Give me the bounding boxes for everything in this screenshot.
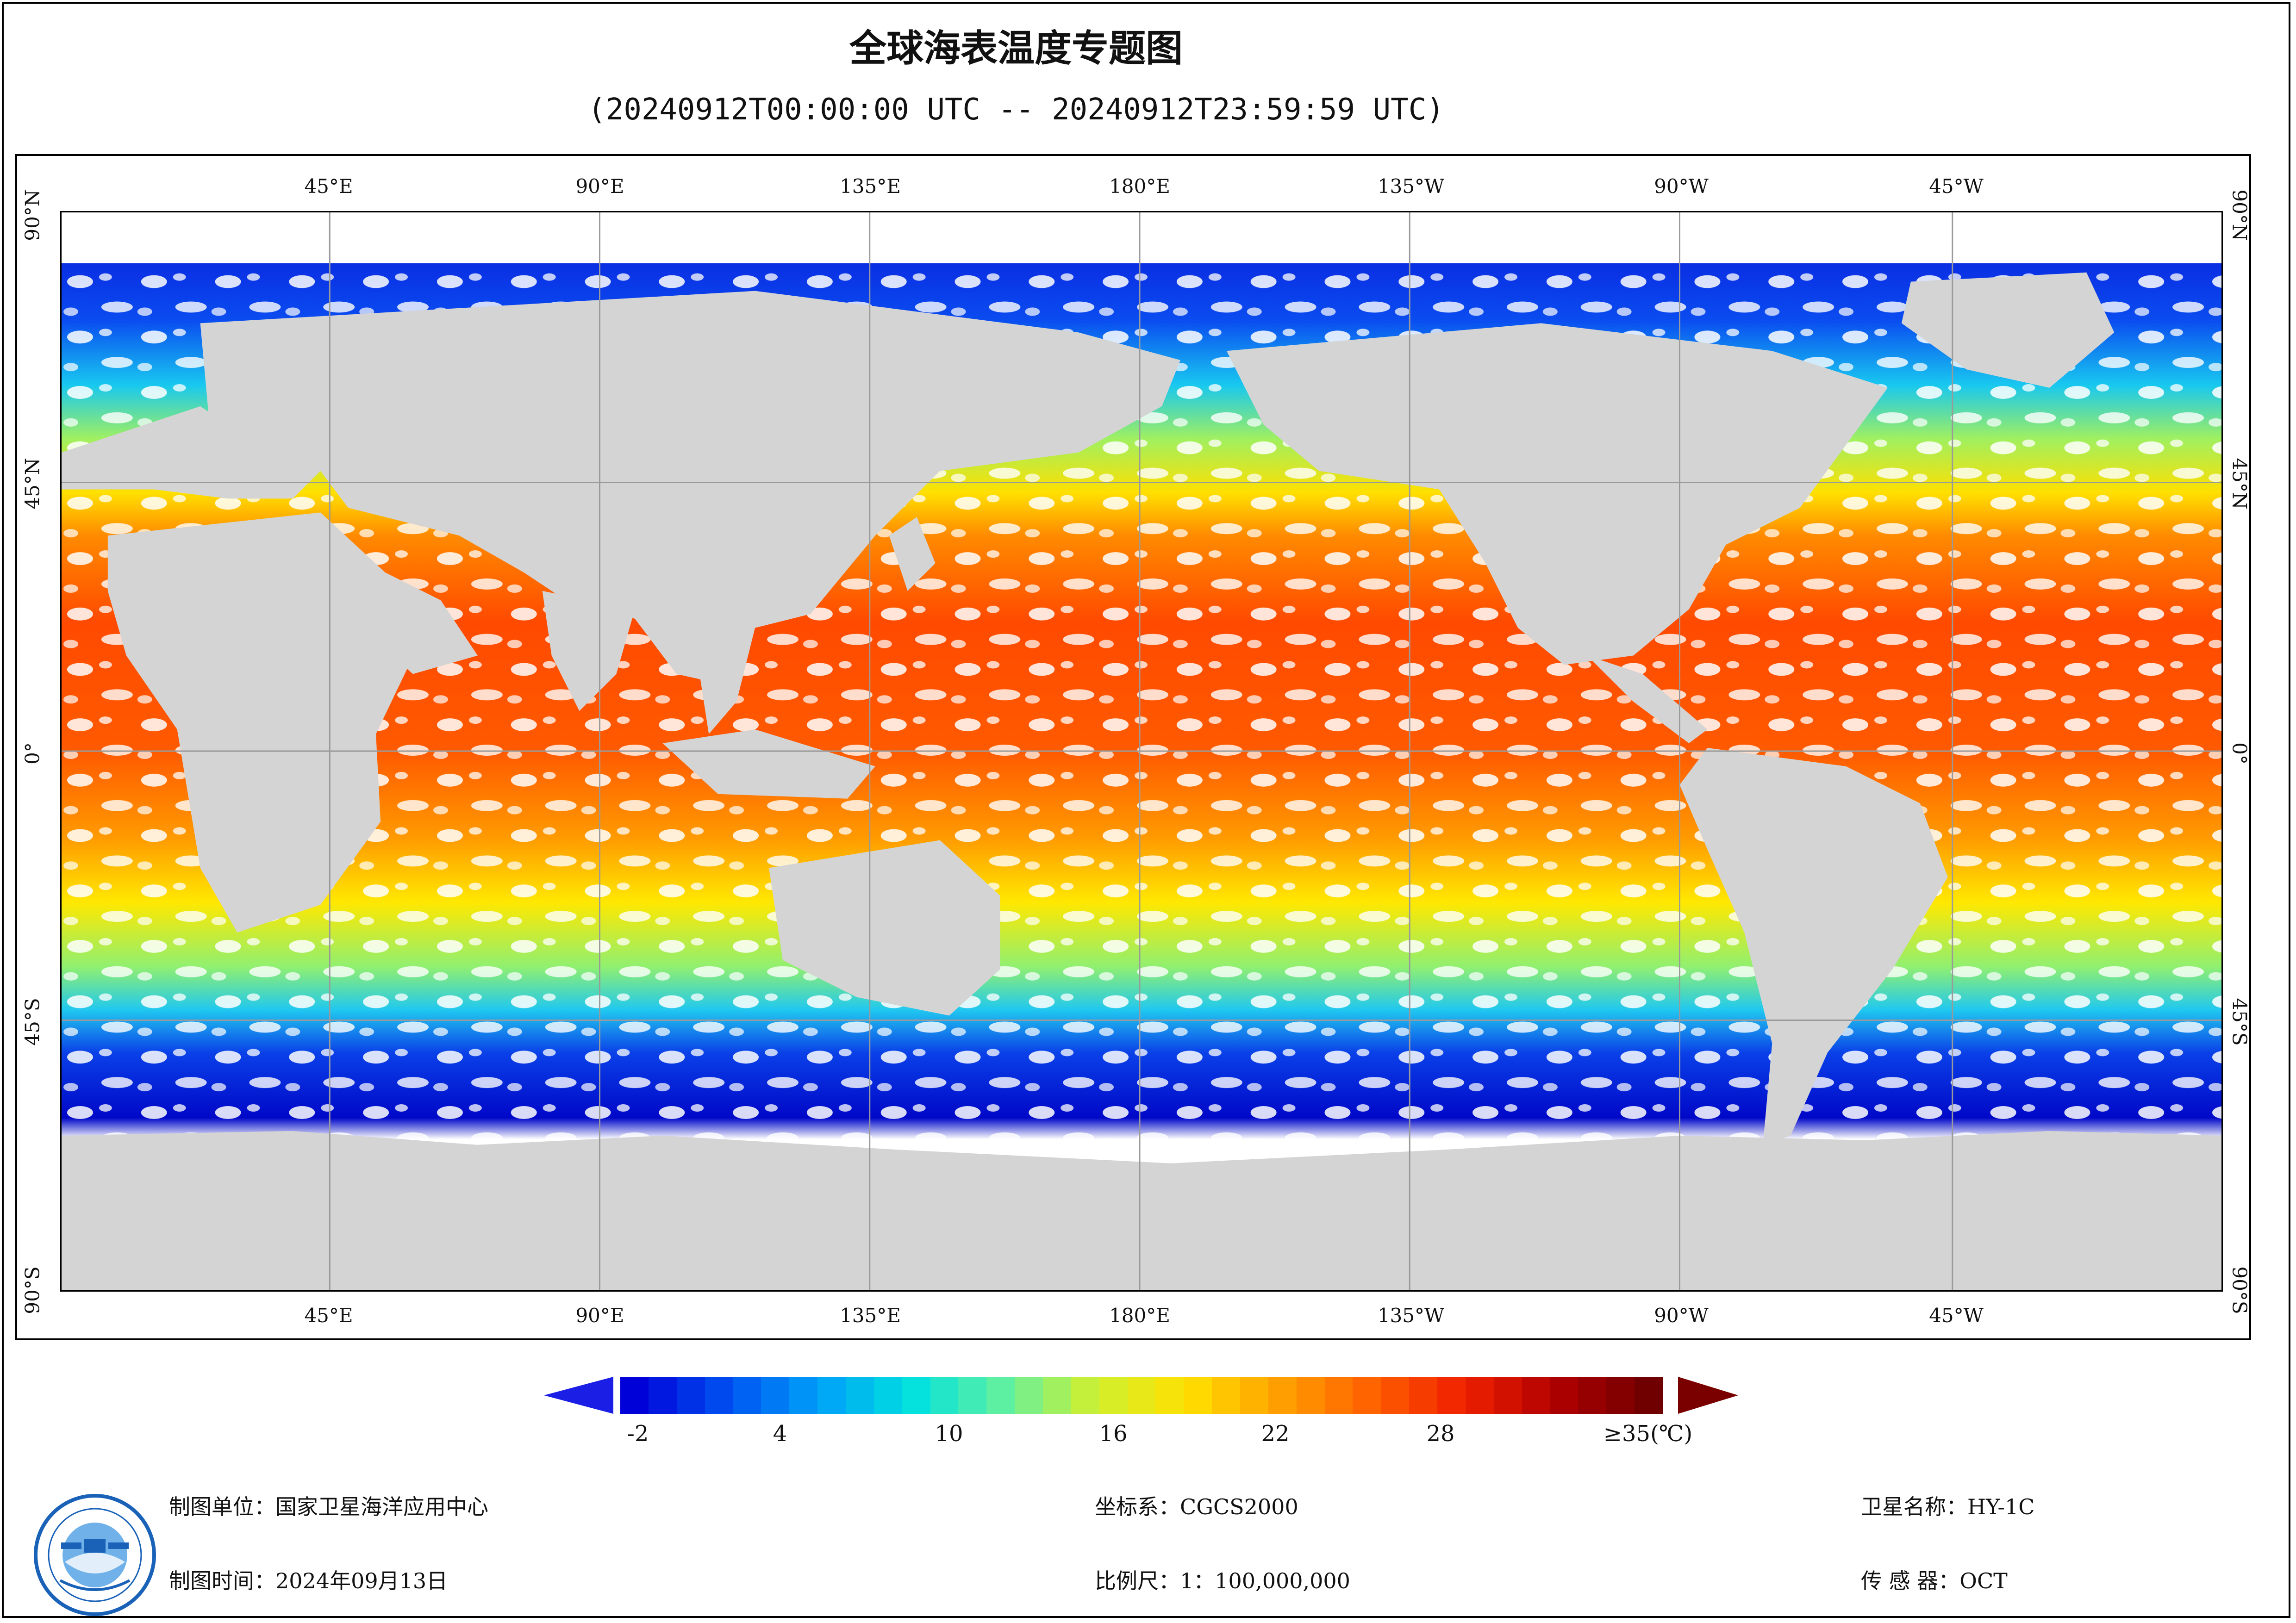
colorbar-segment [1127,1377,1156,1414]
colorbar-over-arrow [1678,1377,1738,1414]
colorbar-segment [1324,1377,1354,1414]
colorbar-tick-label: 22 [1261,1421,1290,1447]
colorbar-segment [817,1377,846,1414]
colorbar-segment [930,1377,959,1414]
colorbar-segment [733,1377,762,1414]
colorbar-tick-label: -2 [627,1421,649,1447]
lon-label-bottom-45e: 45°E [304,1304,353,1327]
colorbar-segment [761,1377,790,1414]
lat-label-right-90n: 90°N [2228,189,2251,241]
colorbar-segment [1042,1377,1072,1414]
colorbar-segment [705,1377,734,1414]
colorbar-segment [958,1377,987,1414]
colorbar-segment [1381,1377,1410,1414]
coordinate-system-text: 坐标系：CGCS2000 [1095,1494,1298,1519]
mapping-unit-text: 制图单位：国家卫星海洋应用中心 [169,1494,488,1519]
colorbar-segment [648,1377,677,1414]
colorbar-segment [1493,1377,1522,1414]
colorbar-segment [1071,1377,1100,1414]
colorbar-segment [1635,1377,1663,1414]
colorbar-tick-label: 16 [1099,1421,1128,1447]
colorbar-segment [676,1377,705,1414]
map-frame [15,154,2251,1340]
mapping-time-text: 制图时间：2024年09月13日 [169,1568,448,1593]
colorbar-segment [1212,1377,1241,1414]
lat-label-right-45s: 45°S [2228,998,2251,1046]
land-masses [62,272,2221,1290]
colorbar-segment [845,1377,874,1414]
lon-label-top-135e: 135°E [840,175,901,198]
colorbar-segment [1437,1377,1466,1414]
lon-label-bottom-90e: 90°E [575,1304,624,1327]
colorbar-segment [1155,1377,1185,1414]
colorbar-segment [1240,1377,1269,1414]
colorbar-segment [873,1377,903,1414]
lon-label-top-90w: 90°W [1654,175,1709,198]
colorbar-segment [620,1377,649,1414]
lat-label-right-equator: 0° [2228,742,2251,765]
lon-label-top-45e: 45°E [304,175,353,198]
colorbar-segment [1578,1377,1607,1414]
nsoas-logo-icon [34,1494,156,1616]
colorbar-segment [1296,1377,1325,1414]
graticule [62,212,2221,1290]
arctic-no-data [62,212,2221,263]
lon-label-bottom-45w: 45°W [1929,1304,1984,1327]
satellite-name-text: 卫星名称：HY-1C [1861,1494,2035,1519]
lon-label-bottom-90w: 90°W [1654,1304,1709,1327]
lat-label-right-45n: 45°N [2228,458,2251,510]
colorbar-segment [1184,1377,1213,1414]
colorbar-segment [902,1377,931,1414]
lon-label-top-135w: 135°W [1377,175,1445,198]
lat-label-left-90n: 90°N [21,189,44,241]
lon-label-top-180e: 180°E [1109,175,1170,198]
colorbar-segment [1606,1377,1635,1414]
colorbar [620,1377,1663,1414]
colorbar-segment [1099,1377,1128,1414]
lat-label-left-equator: 0° [21,742,44,765]
map-scale-text: 比例尺：1：100,000,000 [1095,1568,1350,1593]
colorbar-tick-label: 28 [1426,1421,1455,1447]
colorbar-under-arrow [544,1377,613,1414]
colorbar-segment [1409,1377,1438,1414]
lat-label-right-90s: 90°S [2228,1266,2251,1314]
colorbar-segment [1550,1377,1579,1414]
colorbar-segment [1268,1377,1297,1414]
lon-label-bottom-135e: 135°E [840,1304,901,1327]
colorbar-segment [1353,1377,1382,1414]
lat-label-left-45s: 45°S [21,998,44,1046]
sst-map[interactable] [60,211,2223,1292]
lon-label-top-90e: 90°E [575,175,624,198]
colorbar-tick-label: 10 [935,1421,963,1447]
colorbar-segment [789,1377,818,1414]
map-title: 全球海表温度专题图 [849,27,1183,70]
time-range-subtitle: (20240912T00:00:00 UTC -- 20240912T23:59… [588,93,1444,127]
colorbar-tick-label: ≥35(℃) [1603,1421,1693,1447]
lon-label-top-45w: 45°W [1929,175,1984,198]
colorbar-segment [1522,1377,1551,1414]
lon-label-bottom-135w: 135°W [1377,1304,1445,1327]
colorbar-segment [986,1377,1016,1414]
colorbar-tick-label: 4 [773,1421,787,1447]
lat-label-left-90s: 90°S [21,1266,44,1314]
colorbar-segment [1015,1377,1043,1414]
lat-label-left-45n: 45°N [21,458,44,510]
colorbar-segment [1465,1377,1494,1414]
sst-map-canvas [62,212,2221,1290]
sensor-text: 传 感 器：OCT [1861,1568,2008,1593]
lon-label-bottom-180e: 180°E [1109,1304,1170,1327]
